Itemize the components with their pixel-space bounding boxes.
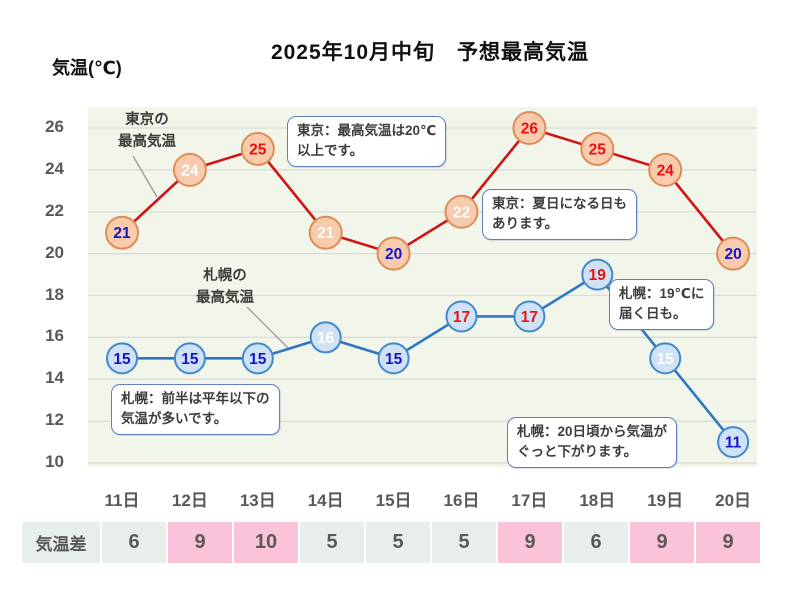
data-point-marker [581,258,614,291]
y-axis-title: 気温(℃) [52,58,122,78]
annotation-tokyo-above-20: 東京：最高気温は20℃ 以上です。 [287,116,447,167]
data-point-value: 25 [589,141,607,158]
data-point-value: 16 [317,330,335,347]
data-point-marker [173,342,206,375]
data-point-marker [512,111,547,145]
sapporo-label-leader-line [246,306,291,351]
tokyo-series-line [121,126,735,256]
data-point-marker [648,152,683,187]
y-tick-label: 10 [45,452,64,471]
data-point-marker [717,426,750,459]
data-point-value: 17 [453,309,470,326]
data-point-marker [240,131,275,166]
data-point-marker [309,321,342,354]
data-point-value: 15 [385,351,403,368]
data-point-marker [376,236,411,271]
x-axis-label: 20日 [715,491,752,510]
x-axis-label: 17日 [511,491,548,510]
tokyo-label-leader-line [132,155,158,198]
diff-cell-highlighted: 9 [168,522,232,563]
y-tick-label: 16 [45,326,64,346]
data-point-marker [106,342,138,375]
data-point-value: 24 [181,162,199,179]
diff-row-header: 気温差 [22,522,100,563]
data-point-value: 19 [589,267,607,284]
data-point-marker [105,215,139,250]
chart-title: 2025年10月中旬 予想最高気温 [270,41,590,64]
data-point-marker [580,131,615,166]
data-point-value: 24 [657,162,675,179]
x-axis-label: 11日 [104,491,140,510]
x-axis-label: 15日 [375,491,412,510]
y-tick-label: 24 [45,158,64,178]
y-tick-label: 14 [45,368,64,388]
y-tick-label: 20 [45,242,64,262]
x-axis-label: 18日 [579,491,616,510]
sapporo-series-label: 札幌の 最高気温 [196,268,254,306]
data-point-value: 15 [181,351,199,368]
diff-cell: 5 [432,522,496,563]
data-point-marker [241,342,274,375]
diff-cell: 5 [366,522,430,563]
data-point-value: 21 [317,225,335,242]
data-point-value: 15 [249,351,267,368]
annotation-sapporo-drop: 札幌：20日頃から気温が ぐっと下がります。 [507,417,678,468]
data-point-marker [172,152,207,187]
x-axis-label: 12日 [171,491,208,510]
y-tick-label: 12 [45,410,64,430]
data-point-value: 20 [385,246,402,263]
data-point-marker [308,215,343,250]
y-tick-label: 22 [45,200,64,220]
data-point-marker [377,342,410,375]
diff-cell: 6 [564,522,628,563]
data-point-value: 25 [249,141,267,158]
annotation-sapporo-19deg: 札幌：19℃に 届く日も。 [609,279,715,330]
tokyo-series-label: 東京の 最高気温 [118,112,176,150]
data-point-value: 22 [453,204,470,221]
data-point-value: 20 [724,246,741,263]
diff-cell: 6 [102,522,166,563]
annotation-sapporo-below-normal: 札幌：前半は平年以下の 気温が多いです。 [111,384,280,435]
diff-cell-highlighted: 9 [696,522,760,563]
data-point-marker [716,236,751,271]
diff-cell-highlighted: 9 [498,522,562,563]
data-point-value: 21 [113,225,131,242]
x-axis-label: 13日 [239,491,276,510]
data-point-marker [445,300,478,333]
x-axis-label: 14日 [307,491,344,510]
x-axis-label: 16日 [443,491,480,510]
diff-cell-highlighted: 9 [630,522,694,563]
data-point-value: 17 [521,309,538,326]
data-point-value: 15 [113,351,131,368]
x-axis-label: 19日 [647,491,684,510]
annotation-tokyo-summer-day: 東京：夏日になる日も あります。 [482,189,637,240]
diff-cell-highlighted: 10 [234,522,298,563]
data-point-value: 26 [521,121,539,138]
y-tick-label: 26 [45,117,64,136]
data-point-value: 11 [725,435,742,452]
data-point-marker [513,300,546,333]
y-tick-label: 18 [45,284,64,304]
data-point-marker [649,342,682,375]
data-point-value: 15 [657,351,675,368]
diff-cell: 5 [300,522,364,563]
data-point-marker [444,194,479,229]
